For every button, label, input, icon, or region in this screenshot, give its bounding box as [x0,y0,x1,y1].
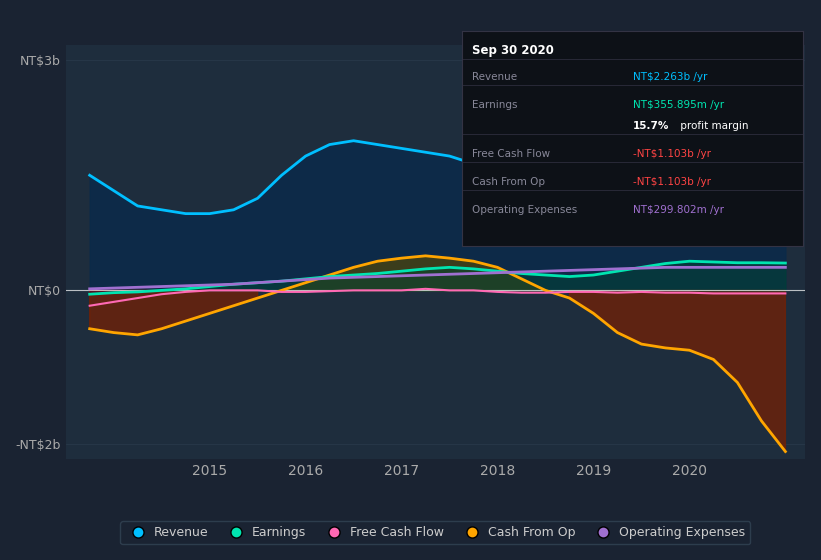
Text: NT$355.895m /yr: NT$355.895m /yr [632,100,723,110]
Text: Revenue: Revenue [472,72,517,82]
Text: Earnings: Earnings [472,100,518,110]
Legend: Revenue, Earnings, Free Cash Flow, Cash From Op, Operating Expenses: Revenue, Earnings, Free Cash Flow, Cash … [120,521,750,544]
Text: Free Cash Flow: Free Cash Flow [472,150,551,160]
Text: NT$2.263b /yr: NT$2.263b /yr [632,72,707,82]
Text: 15.7%: 15.7% [632,122,669,132]
Text: Sep 30 2020: Sep 30 2020 [472,44,554,57]
Text: -NT$1.103b /yr: -NT$1.103b /yr [632,178,711,188]
Text: -NT$1.103b /yr: -NT$1.103b /yr [632,150,711,160]
Text: NT$299.802m /yr: NT$299.802m /yr [632,206,723,216]
Text: Cash From Op: Cash From Op [472,178,545,188]
Text: Operating Expenses: Operating Expenses [472,206,578,216]
Text: profit margin: profit margin [677,122,749,132]
